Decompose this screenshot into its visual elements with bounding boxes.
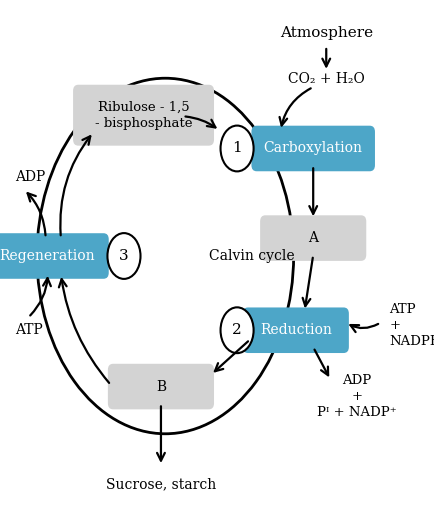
Text: Atmosphere: Atmosphere [279,26,372,40]
Ellipse shape [107,233,140,279]
FancyBboxPatch shape [260,215,365,261]
Text: ADP: ADP [15,169,46,184]
Ellipse shape [220,125,253,172]
Text: Ribulose - 1,5
- bisphosphate: Ribulose - 1,5 - bisphosphate [95,101,192,130]
Text: Calvin cycle: Calvin cycle [208,249,294,263]
FancyBboxPatch shape [0,233,108,279]
Text: Sucrose, starch: Sucrose, starch [105,477,216,491]
Text: ADP
+
Pᴵ + NADP⁺: ADP + Pᴵ + NADP⁺ [316,374,396,419]
Text: Reduction: Reduction [259,323,331,337]
Text: B: B [155,379,166,394]
Ellipse shape [220,307,253,353]
Text: A: A [308,231,317,245]
Text: Carboxylation: Carboxylation [263,141,362,156]
FancyBboxPatch shape [242,307,348,353]
Text: 1: 1 [232,141,241,156]
Text: Regeneration: Regeneration [0,249,95,263]
Text: 3: 3 [119,249,128,263]
FancyBboxPatch shape [73,84,214,145]
FancyBboxPatch shape [108,364,214,410]
FancyBboxPatch shape [251,126,374,171]
Text: ATP: ATP [15,323,43,337]
Text: ATP
+
NADPH: ATP + NADPH [388,303,434,348]
Text: 2: 2 [232,323,241,337]
Text: CO₂ + H₂O: CO₂ + H₂O [287,72,364,87]
